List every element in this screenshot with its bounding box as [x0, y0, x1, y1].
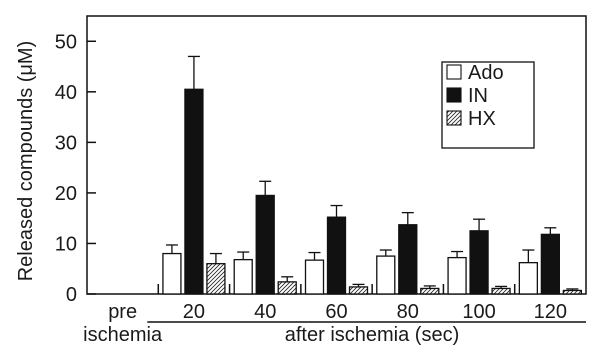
bar-hx [563, 290, 581, 294]
x-tick-label: 60 [325, 301, 347, 323]
x-tick-label: 20 [183, 301, 205, 323]
x-tick-label: 80 [397, 301, 419, 323]
group-axis-label: after ischemia (sec) [285, 324, 460, 346]
y-tick-label: 20 [55, 183, 77, 205]
bar-hx [492, 288, 510, 294]
x-tick-label: 100 [462, 301, 495, 323]
legend-label-ado: Ado [468, 62, 504, 84]
bar-in [470, 231, 488, 294]
x-tick-label: pre ischemia [83, 301, 163, 346]
y-tick-label: 30 [55, 132, 77, 154]
bar-in [256, 195, 274, 294]
y-tick-label: 40 [55, 82, 77, 104]
bar-hx [278, 282, 296, 294]
y-axis-label: Released compounds (μM) [15, 41, 37, 282]
bar-in [328, 217, 346, 294]
bar-ado [377, 256, 395, 294]
legend-label-hx: HX [468, 108, 496, 130]
x-tick-label-line: 80 [397, 301, 419, 323]
legend-swatch-in [447, 88, 461, 102]
bar-hx [421, 288, 439, 294]
legend-swatch-ado [447, 65, 461, 79]
bar-hx [207, 264, 225, 294]
x-tick-label-line: ischemia [83, 324, 163, 346]
y-tick-label: 10 [55, 233, 77, 255]
x-tick-label: 40 [254, 301, 276, 323]
x-tick-label-line: 20 [183, 301, 205, 323]
bar-ado [519, 263, 537, 294]
bar-ado [163, 254, 181, 294]
y-tick-label: 0 [66, 284, 77, 306]
bar-in [185, 89, 203, 294]
bar-in [399, 225, 417, 294]
x-tick-label-line: 60 [325, 301, 347, 323]
bar-in [541, 234, 559, 294]
legend-swatch-hx [447, 111, 461, 125]
x-tick-label-line: 120 [534, 301, 567, 323]
x-tick-label-line: 100 [462, 301, 495, 323]
bar-ado [448, 258, 466, 294]
bar-hx [350, 287, 368, 294]
bar-ado [234, 260, 252, 294]
bar-ado [306, 260, 324, 294]
legend-label-in: IN [468, 85, 488, 107]
x-tick-label-line: 40 [254, 301, 276, 323]
x-tick-label-line: pre [108, 301, 137, 323]
y-tick-label: 50 [55, 31, 77, 53]
x-tick-label: 120 [534, 301, 567, 323]
plot-layer: 0 10 20 30 40 50 pre ischemia 20 40 60 80 100 120 AdoI… [55, 16, 586, 346]
